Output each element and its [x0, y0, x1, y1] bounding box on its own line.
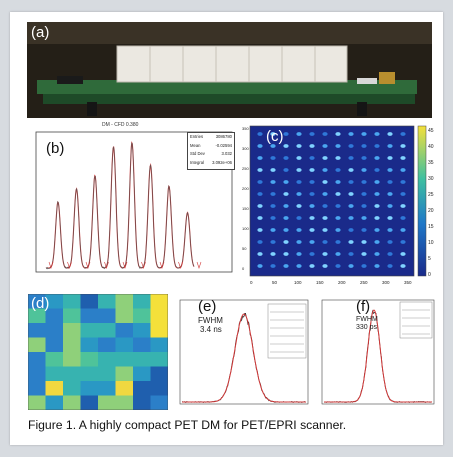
panel-d-heatmap: (d): [27, 293, 169, 411]
panel-c-label: (c): [266, 128, 284, 145]
y-tick: 350: [242, 126, 249, 131]
colorbar-tick: 0: [428, 272, 431, 278]
colorbar-tick: 5: [428, 256, 431, 262]
timing-plot-f: [321, 299, 435, 405]
figure-frame: (a) DM - CFD 0.380 Entries 3086780 Mean …: [10, 12, 443, 445]
colorbar-tick: 20: [428, 208, 434, 214]
stats-row: Mean -0.02594: [190, 142, 232, 148]
panel-c-floodmap: 45 40 35 30 25 20 15 10 5 0 0 50 100 150 200 250 300 350…: [242, 120, 438, 290]
x-tick: 300: [382, 280, 390, 285]
timing-plot-e: [179, 299, 309, 405]
x-tick: 50: [272, 280, 278, 285]
panel-f-timing: (f) FWHM 330 ps: [316, 294, 436, 410]
colorbar-tick: 35: [428, 160, 434, 166]
panel-d-label: (d): [31, 295, 50, 312]
stats-box: Entries 3086780 Mean -0.02594 Std Dev 3.…: [187, 132, 235, 170]
panel-f-label: (f): [356, 298, 371, 315]
colorbar-tick: 10: [428, 240, 434, 246]
detector-photo: [27, 22, 432, 118]
x-tick: 150: [316, 280, 324, 285]
x-tick: 200: [338, 280, 346, 285]
fwhm-value-e: 3.4 ns: [200, 325, 222, 334]
x-tick: 100: [294, 280, 302, 285]
colorbar-tick: 25: [428, 192, 434, 198]
y-tick: 100: [242, 226, 249, 231]
panel-e-label: (e): [198, 298, 217, 315]
fwhm-title-f: FWHM: [356, 316, 378, 323]
y-tick: 250: [242, 166, 249, 171]
fwhm-title-e: FWHM: [198, 316, 223, 325]
figure-caption: Figure 1. A highly compact PET DM for PE…: [28, 418, 347, 432]
stats-row: Entries 3086780: [190, 134, 232, 139]
colorbar-tick: 45: [428, 128, 434, 134]
histogram-title: DM - CFD 0.380: [102, 122, 139, 128]
y-tick: 0: [242, 266, 245, 271]
panel-b-histogram: DM - CFD 0.380 Entries 3086780 Mean -0.0…: [24, 122, 235, 284]
panel-a-label: (a): [31, 24, 50, 41]
panel-a-photo: (a): [27, 22, 432, 118]
y-tick: 300: [242, 146, 249, 151]
heatmap-plot: [27, 293, 169, 411]
x-tick: 350: [404, 280, 412, 285]
panel-e-timing: (e) FWHM 3.4 ns: [172, 294, 312, 410]
panel-b-label: (b): [46, 140, 65, 157]
stats-row: Std Dev 3.032: [190, 151, 232, 156]
colorbar-tick: 15: [428, 224, 434, 230]
y-tick: 200: [242, 186, 249, 191]
colorbar-tick: 40: [428, 144, 434, 150]
fwhm-value-f: 330 ps: [356, 324, 378, 331]
colorbar-tick: 30: [428, 176, 434, 182]
x-tick: 250: [360, 280, 368, 285]
y-tick: 150: [242, 206, 249, 211]
y-tick: 50: [242, 246, 247, 251]
x-tick: 0: [250, 280, 253, 285]
stats-row: Integral 3.092e+06: [190, 159, 232, 165]
